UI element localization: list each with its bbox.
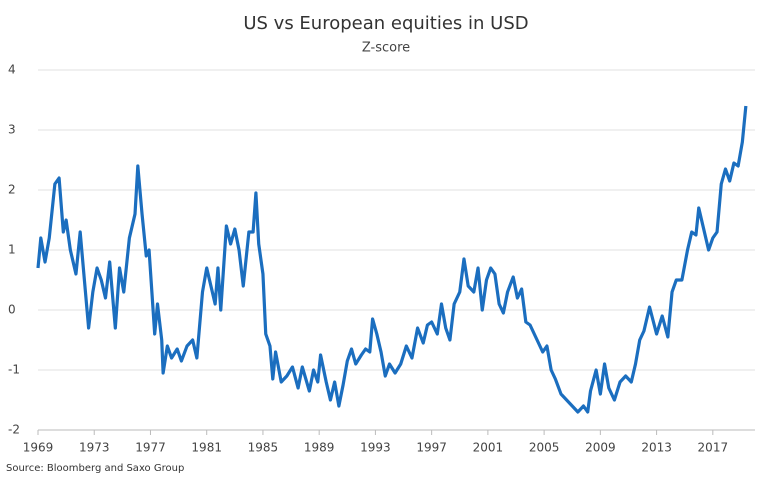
y-tick-label: 4 bbox=[8, 63, 16, 77]
x-tick-label: 1989 bbox=[304, 441, 335, 455]
y-tick-label: 3 bbox=[8, 123, 16, 137]
y-tick-label: 1 bbox=[8, 243, 16, 257]
source-note: Source: Bloomberg and Saxo Group bbox=[6, 463, 184, 474]
x-tick-label: 1985 bbox=[248, 441, 279, 455]
y-tick-label: -2 bbox=[8, 423, 20, 437]
x-tick-label: 1981 bbox=[191, 441, 222, 455]
x-tick-label: 1969 bbox=[23, 441, 54, 455]
data-line bbox=[36, 105, 748, 414]
x-tick-label: 1993 bbox=[360, 441, 391, 455]
y-tick-label: -1 bbox=[8, 363, 20, 377]
chart-subtitle: Z-score bbox=[362, 41, 410, 56]
x-tick-label: 2005 bbox=[529, 441, 560, 455]
y-tick-label: 0 bbox=[8, 303, 16, 317]
x-tick-label: 1997 bbox=[416, 441, 447, 455]
x-tick-label: 1973 bbox=[79, 441, 110, 455]
x-tick-label: 2009 bbox=[585, 441, 616, 455]
x-tick-label: 2017 bbox=[698, 441, 729, 455]
y-tick-label: 2 bbox=[8, 183, 16, 197]
x-tick-label: 1977 bbox=[135, 441, 166, 455]
x-tick-label: 2013 bbox=[641, 441, 672, 455]
x-tick-label: 2001 bbox=[473, 441, 504, 455]
chart-title: US vs European equities in USD bbox=[243, 13, 528, 34]
